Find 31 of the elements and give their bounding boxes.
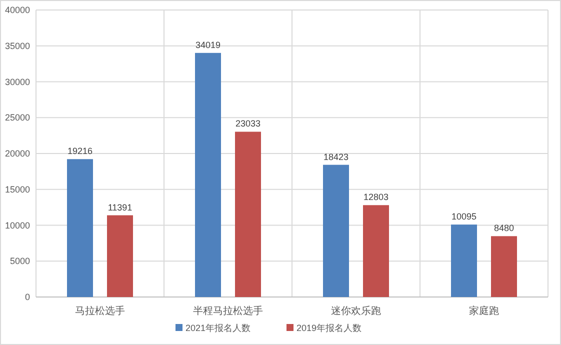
y-tick-label: 15000 <box>4 184 30 194</box>
bar <box>67 159 93 297</box>
data-label: 8480 <box>494 223 514 234</box>
y-tick-label: 20000 <box>4 148 30 158</box>
data-label: 23033 <box>235 118 261 129</box>
legend-label: 2021年报名人数 <box>186 323 251 333</box>
legend-label: 2019年报名人数 <box>296 323 362 333</box>
bar <box>491 236 517 297</box>
data-label: 19216 <box>67 146 93 156</box>
bar <box>323 164 349 297</box>
bar <box>363 205 389 297</box>
x-tick-label: 马拉松选手 <box>75 305 125 317</box>
bar <box>195 52 221 297</box>
data-label: 34019 <box>195 40 221 50</box>
bar <box>107 215 133 297</box>
x-tick-label: 迷你欢乐跑 <box>331 305 381 317</box>
data-label: 11391 <box>108 202 132 212</box>
y-tick-label: 5000 <box>10 256 30 266</box>
y-tick-label: 40000 <box>4 5 30 15</box>
x-tick-label: 家庭跑 <box>469 305 499 317</box>
data-label: 18423 <box>323 152 349 162</box>
data-label: 10095 <box>451 212 477 222</box>
y-tick-label: 25000 <box>4 112 30 123</box>
y-tick-label: 10000 <box>4 220 30 230</box>
y-tick-label: 0 <box>24 292 30 302</box>
bar <box>235 132 261 297</box>
y-tick-label: 30000 <box>4 76 30 87</box>
y-tick-label: 35000 <box>4 40 30 51</box>
data-label: 12803 <box>363 192 389 202</box>
bar <box>451 224 477 297</box>
x-tick-label: 半程马拉松选手 <box>193 305 263 317</box>
